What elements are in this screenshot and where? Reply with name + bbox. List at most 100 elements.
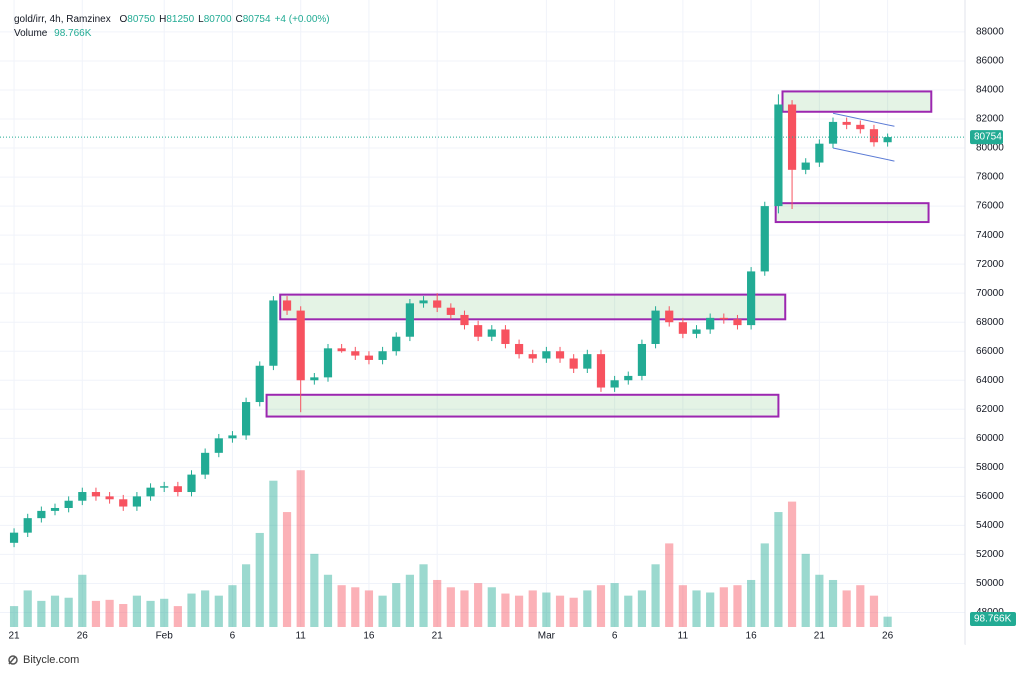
candle-body (542, 351, 551, 359)
volume-bar (760, 543, 769, 627)
candle-body (378, 351, 387, 360)
volume-bar (160, 598, 169, 627)
x-tick-label: 21 (814, 631, 826, 642)
volume-bar (583, 590, 592, 627)
candle-body (64, 500, 73, 508)
candle-body (146, 487, 155, 497)
candle-body (842, 121, 851, 125)
candle-body (364, 355, 374, 360)
x-tick-label: 26 (882, 631, 894, 642)
candle-body (37, 510, 46, 519)
volume-bar (747, 579, 756, 627)
candle-body (214, 438, 223, 453)
candle-body (23, 518, 32, 533)
candle-body (828, 121, 838, 144)
price-tag (970, 130, 1003, 145)
y-tick-label: 80000 (976, 143, 1004, 154)
candle-body (160, 486, 169, 488)
volume-bar (323, 574, 333, 627)
volume-bar (146, 600, 155, 627)
legend-value: 81250 (166, 14, 194, 25)
candle-body (637, 343, 647, 376)
candle-body (433, 300, 442, 308)
volume-bar (228, 585, 237, 627)
zone (774, 202, 930, 224)
volume-bar (91, 600, 101, 627)
volume-bar (610, 583, 619, 627)
volume-bar (23, 590, 32, 627)
candle-body (282, 300, 292, 311)
candle-body (501, 329, 510, 344)
candle-body (569, 358, 578, 369)
y-tick-label: 78000 (976, 172, 1004, 183)
volume-bar (433, 579, 442, 627)
candle-body (692, 329, 701, 334)
candle-body (242, 402, 251, 436)
volume-bar (733, 585, 742, 627)
candle-body (9, 532, 19, 543)
volume-legend: Volume 98.766K (14, 28, 92, 39)
volume-bar (119, 604, 128, 627)
volume-bar (214, 595, 223, 627)
candle-body (514, 343, 524, 355)
candle-body (446, 307, 455, 315)
y-tick-label: 84000 (976, 85, 1004, 96)
y-tick-label: 52000 (976, 549, 1004, 560)
x-tick-label: 11 (295, 631, 306, 642)
volume-bar (719, 587, 728, 627)
volume-bar (706, 592, 715, 627)
volume-bar (378, 595, 387, 627)
trendline (832, 147, 895, 162)
candle-body (296, 310, 305, 381)
logo-stroke (8, 656, 16, 665)
candle-body (815, 143, 824, 163)
y-tick-label: 58000 (976, 462, 1004, 473)
y-tick-label: 66000 (976, 346, 1004, 357)
volume-bar (678, 585, 687, 627)
logo-ring (8, 655, 18, 665)
volume-bar (815, 574, 824, 627)
candle-body (91, 492, 101, 497)
volume-tag (970, 612, 1016, 626)
x-tick-label: 11 (678, 631, 689, 642)
y-tick-label: 56000 (976, 491, 1004, 502)
zone (265, 393, 780, 418)
y-tick-label: 88000 (976, 27, 1004, 38)
candle-body (419, 300, 428, 304)
candle-body (392, 336, 401, 352)
volume-bar (255, 532, 264, 627)
candle-body (405, 303, 414, 337)
y-tick-label: 62000 (976, 404, 1004, 415)
candle-body (624, 375, 633, 381)
volume-bar (842, 590, 851, 627)
volume-bar (351, 587, 360, 627)
volume-bar (9, 606, 19, 627)
candle-body (706, 317, 715, 330)
candle-body (583, 354, 592, 369)
volume-bar (282, 512, 292, 627)
volume-bar (801, 553, 810, 627)
y-tick-label: 64000 (976, 375, 1004, 386)
x-tick-label: 16 (746, 631, 758, 642)
candle-body (460, 314, 469, 326)
candle-body (474, 325, 483, 337)
volume-bar (105, 599, 114, 627)
x-tick-label: 6 (612, 631, 618, 642)
legend-ohlc: O80750 H81250 L80700 C80754 +4 (+0.00%) (120, 14, 330, 25)
x-tick-label: Feb (156, 631, 174, 642)
candle-body (760, 206, 769, 272)
candle-body (50, 507, 60, 511)
legend-key: L (198, 14, 204, 25)
legend-value: 80750 (127, 14, 155, 25)
volume-layer (9, 470, 892, 627)
candle-body (596, 354, 606, 388)
candle-body (869, 129, 879, 143)
y-tick-label: 60000 (976, 433, 1004, 444)
candle-body (774, 104, 783, 207)
y-tick-label: 72000 (976, 259, 1004, 270)
candle-body (173, 486, 182, 493)
candle-body (228, 435, 237, 439)
candle-body (119, 499, 128, 507)
volume-bar (487, 587, 496, 627)
